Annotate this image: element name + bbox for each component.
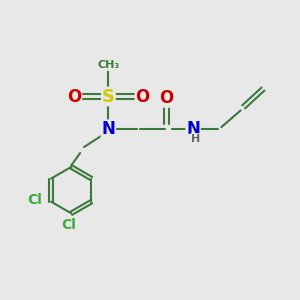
Text: Cl: Cl <box>61 218 76 232</box>
Text: N: N <box>101 120 115 138</box>
Text: O: O <box>67 88 81 106</box>
Text: H: H <box>191 134 200 144</box>
Text: O: O <box>135 88 150 106</box>
Text: S: S <box>102 88 115 106</box>
Text: N: N <box>186 120 200 138</box>
Text: CH₃: CH₃ <box>97 60 119 70</box>
Text: O: O <box>159 89 173 107</box>
Text: Cl: Cl <box>27 193 42 207</box>
